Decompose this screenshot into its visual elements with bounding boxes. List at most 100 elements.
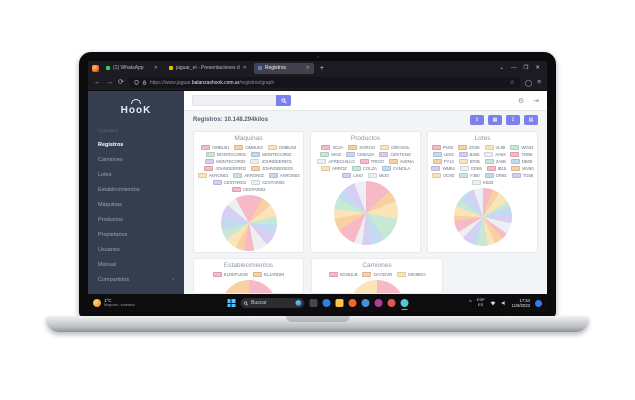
legend-item[interactable]: MONTECOR01 <box>205 152 246 157</box>
legend-item[interactable]: SORGO <box>348 145 375 150</box>
shield-icon[interactable] <box>134 80 139 85</box>
legend-item[interactable]: WM84 <box>431 166 455 171</box>
legend-item[interactable]: CEBADA <box>346 152 375 157</box>
browser-tab[interactable]: Registros ✕ <box>253 62 314 74</box>
legend-item[interactable]: CESTARI01 <box>212 180 246 185</box>
language-indicator[interactable]: ESP ES <box>476 297 485 307</box>
legend-item[interactable]: FY12 <box>432 159 454 164</box>
legend-item[interactable]: MONTECOR02 <box>251 152 291 157</box>
sidebar-item-propietarios[interactable]: Propietarios <box>88 227 184 242</box>
upload-button[interactable]: ↥ <box>470 115 484 125</box>
forward-button[interactable]: → <box>106 79 113 86</box>
taskbar-search[interactable]: Buscar <box>240 298 304 308</box>
legend-item[interactable]: DB09 <box>510 159 532 164</box>
legend-item[interactable]: AKRON03 <box>268 173 300 178</box>
legend-item[interactable]: JOHNDEERE03 <box>251 166 293 171</box>
tab-close-icon[interactable]: ✕ <box>153 65 158 71</box>
logout-icon[interactable]: ⇥ <box>533 97 539 105</box>
weather-widget[interactable]: 1°C Mayorm. soleado <box>93 298 135 308</box>
legend-item[interactable]: TG58 <box>511 173 533 178</box>
legend-item[interactable]: CANOLA <box>381 166 410 171</box>
app-blue-icon[interactable] <box>361 299 369 307</box>
sidebar-item-compartidos[interactable]: Compartidos › <box>88 272 184 287</box>
legend-item[interactable]: BT36 <box>458 159 480 164</box>
legend-item[interactable]: PV60 <box>431 145 453 150</box>
legend-item[interactable]: ELJARDIN <box>253 272 284 277</box>
legend-item[interactable]: CESTARI02 <box>251 180 285 185</box>
legend-item[interactable]: GIRASOL <box>380 145 410 150</box>
legend-item[interactable]: AKRON02 <box>233 173 264 178</box>
sidebar-item-establecimientos[interactable]: Establecimientos <box>88 182 184 197</box>
legend-item[interactable]: JOHNDEERE02 <box>204 166 246 171</box>
legend-item[interactable]: LINO <box>342 173 363 178</box>
sidebar-item-usuarios[interactable]: Usuarios <box>88 242 184 257</box>
close-button[interactable]: ✕ <box>535 65 540 71</box>
legend-item[interactable]: B265 <box>458 152 479 157</box>
legend-item[interactable]: TM06 <box>510 152 532 157</box>
account-icon[interactable]: ◯ <box>524 79 533 87</box>
explorer-icon[interactable] <box>335 299 343 307</box>
legend-item[interactable]: AA63 <box>484 152 506 157</box>
legend-item[interactable]: CESTARI03 <box>231 187 265 192</box>
table-button[interactable]: ▦ <box>488 115 502 125</box>
tab-close-icon[interactable]: ✕ <box>242 65 247 71</box>
legend-item[interactable]: MS49DO <box>397 272 426 277</box>
minimize-button[interactable]: — <box>510 65 517 71</box>
firefox-view-icon[interactable] <box>92 64 99 72</box>
url-bar[interactable]: https://www.jaguar.balanzashook.com.ar/r… <box>128 77 520 88</box>
maximize-button[interactable]: ❒ <box>523 65 529 71</box>
legend-item[interactable]: KB33 <box>471 180 493 185</box>
legend-item[interactable]: OMBU02 <box>234 145 263 150</box>
legend-item[interactable]: LE03 <box>432 152 454 157</box>
legend-item[interactable]: MAIZ <box>320 152 341 157</box>
sidebar-item-productos[interactable]: Productos <box>88 212 184 227</box>
tray-chevron-icon[interactable]: ^ <box>469 300 472 306</box>
legend-item[interactable]: DA732VR <box>362 272 392 277</box>
clock-widget[interactable]: 17:54 11/9/2023 <box>512 298 530 309</box>
download-button[interactable]: ↧ <box>506 115 520 125</box>
legend-item[interactable]: OO40 <box>431 173 454 178</box>
legend-item[interactable]: OMBU03 <box>267 145 296 150</box>
search-input[interactable] <box>192 95 276 106</box>
sidebar-item-registros[interactable]: Registros <box>88 137 184 152</box>
legend-item[interactable]: AVENA <box>388 159 414 164</box>
back-button[interactable]: ← <box>94 79 101 86</box>
legend-item[interactable]: JOHNDEERE01 <box>250 159 292 164</box>
legend-item[interactable]: CENTENO <box>379 152 411 157</box>
legend-item[interactable]: AFRECHILLO <box>317 159 355 164</box>
sidebar-item-camiones[interactable]: Camiones <box>88 152 184 167</box>
print-button[interactable]: ▤ <box>524 115 538 125</box>
legend-item[interactable]: COLZA <box>351 166 377 171</box>
legend-item[interactable]: OMBU01 <box>201 145 230 150</box>
search-button[interactable] <box>276 95 291 106</box>
bookmark-star-icon[interactable]: ☆ <box>509 80 515 86</box>
legend-item[interactable]: IB15 <box>486 166 506 171</box>
firefox-icon[interactable] <box>348 299 356 307</box>
app-magenta-icon[interactable] <box>374 299 382 307</box>
legend-item[interactable]: ZA86 <box>484 159 506 164</box>
volume-icon[interactable] <box>501 300 507 306</box>
paint-icon[interactable] <box>400 299 408 310</box>
browser-tab[interactable]: (1) WhatsApp ✕ <box>102 63 162 74</box>
legend-item[interactable]: VL88 <box>484 145 505 150</box>
legend-item[interactable]: ARROZ <box>320 166 347 171</box>
legend-item[interactable]: ZO36 <box>458 145 480 150</box>
wifi-icon[interactable] <box>490 300 496 306</box>
legend-item[interactable]: ELREFUGIO <box>212 272 248 277</box>
gear-icon[interactable]: ⚙ <box>517 97 525 105</box>
menu-icon[interactable]: ≡ <box>537 79 541 86</box>
browser-tab[interactable]: jaguar_el - Presentaciones d ✕ <box>165 63 251 74</box>
list-tabs-button[interactable]: ⌄ <box>499 65 504 71</box>
legend-item[interactable]: GR91 <box>484 173 507 178</box>
new-tab-button[interactable]: + <box>319 64 324 72</box>
legend-item[interactable]: AKRON01 <box>197 173 228 178</box>
legend-item[interactable]: KD261LB <box>328 272 358 277</box>
start-button[interactable] <box>227 299 235 307</box>
legend-item[interactable]: TRIGO <box>359 159 384 164</box>
app-red-icon[interactable] <box>387 299 395 307</box>
legend-item[interactable]: WG04 <box>510 145 533 150</box>
legend-item[interactable]: GD69 <box>459 166 482 171</box>
legend-item[interactable]: WV60 <box>511 166 534 171</box>
sidebar-item-manual[interactable]: Manual <box>88 257 184 272</box>
notification-badge[interactable] <box>535 299 542 307</box>
